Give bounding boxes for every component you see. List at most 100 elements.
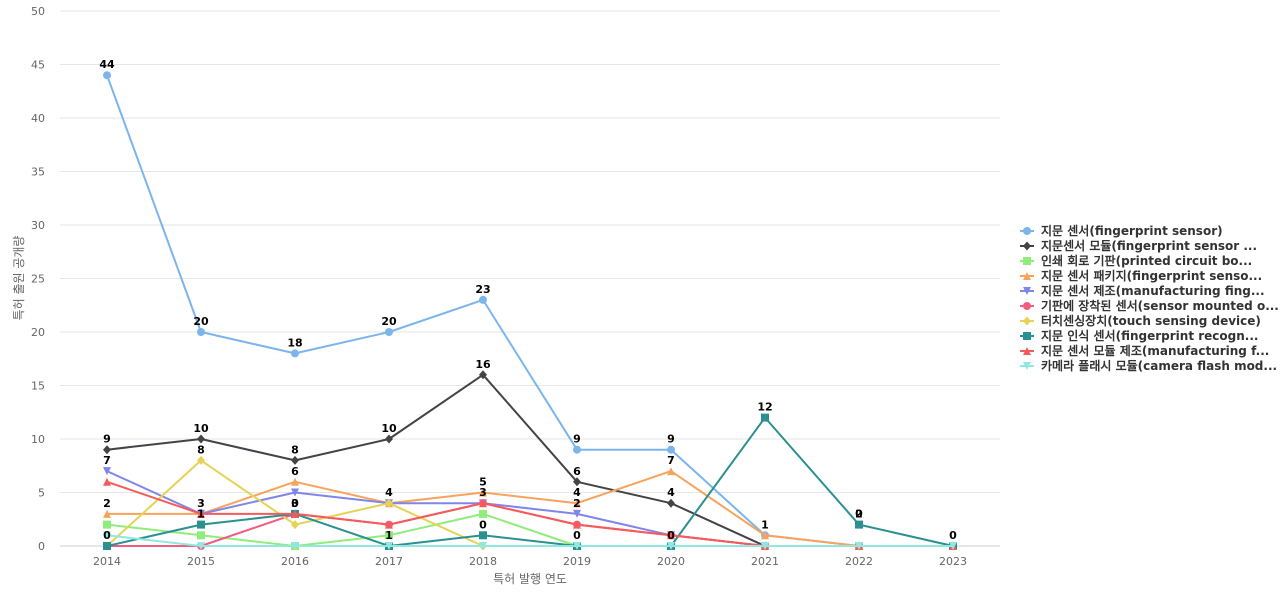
data-point — [573, 499, 581, 508]
data-point — [103, 531, 111, 540]
y-tick-label: 0 — [38, 540, 45, 553]
series-1[interactable] — [103, 71, 957, 550]
data-label: 1 — [197, 508, 205, 521]
legend-label: 지문 센서 모듈 제조(manufacturing f... — [1041, 343, 1269, 358]
data-point — [667, 467, 675, 476]
series-10[interactable] — [103, 531, 957, 550]
x-tick-label: 2021 — [751, 555, 779, 568]
y-tick-label: 15 — [31, 380, 45, 393]
legend-label: 인쇄 회로 기판(printed circuit bo... — [1041, 253, 1252, 268]
data-point — [573, 445, 581, 454]
x-tick-label: 2016 — [281, 555, 309, 568]
legend-marker — [1023, 362, 1031, 370]
x-tick-label: 2019 — [563, 555, 591, 568]
legend-marker — [1023, 272, 1031, 280]
data-label: 6 — [291, 465, 299, 478]
data-point — [385, 520, 393, 529]
data-point — [291, 542, 299, 550]
legend-item[interactable]: 인쇄 회로 기판(printed circuit bo... — [1020, 253, 1252, 268]
data-label: 9 — [103, 433, 111, 446]
data-label: 0 — [103, 529, 111, 542]
data-point — [291, 455, 299, 465]
x-tick-label: 2014 — [93, 555, 121, 568]
data-point — [197, 328, 205, 336]
y-tick-label: 45 — [31, 59, 45, 72]
data-label: 44 — [99, 58, 115, 71]
y-tick-label: 5 — [38, 487, 45, 500]
legend-label: 터치센싱장치(touch sensing device) — [1041, 313, 1261, 328]
legend-item[interactable]: 지문 센서(fingerprint sensor) — [1020, 223, 1223, 238]
data-point — [667, 542, 675, 550]
data-point — [385, 498, 393, 508]
legend-item[interactable]: 지문 센서 제조(manufacturing fing... — [1020, 283, 1265, 298]
data-label: 4 — [385, 486, 393, 499]
data-point — [479, 499, 487, 508]
series-lines — [103, 71, 957, 551]
series-2[interactable] — [103, 370, 957, 551]
data-point — [761, 413, 769, 422]
data-point — [479, 488, 487, 497]
data-point — [479, 509, 487, 518]
legend-marker — [1023, 347, 1031, 355]
y-tick-label: 25 — [31, 273, 45, 286]
data-point — [291, 349, 299, 358]
series-5[interactable] — [103, 467, 957, 550]
legend-marker — [1023, 332, 1031, 340]
data-label: 3 — [291, 497, 299, 510]
series-3[interactable] — [103, 509, 957, 550]
series-line — [106, 534, 954, 547]
data-point — [667, 445, 675, 454]
legend-item[interactable]: 지문 센서 패키지(fingerprint senso... — [1020, 268, 1262, 283]
data-point — [103, 509, 111, 518]
data-label: 12 — [757, 401, 772, 414]
data-label: 0 — [949, 529, 957, 542]
y-tick-label: 30 — [31, 219, 45, 232]
legend-item[interactable]: 지문 센서 모듈 제조(manufacturing f... — [1020, 343, 1269, 358]
legend-label: 지문 센서(fingerprint sensor) — [1041, 223, 1223, 238]
data-point — [479, 295, 487, 304]
series-line — [106, 74, 954, 547]
legend-marker — [1023, 257, 1031, 265]
data-point — [385, 328, 393, 336]
legend-item[interactable]: 지문센서 모듈(fingerprint sensor ... — [1020, 238, 1257, 253]
data-label: 23 — [475, 283, 490, 296]
data-label: 4 — [573, 486, 581, 499]
legend-marker — [1023, 227, 1031, 235]
data-label: 3 — [479, 486, 487, 499]
data-point — [855, 542, 863, 550]
data-point — [197, 520, 205, 529]
data-point — [667, 531, 675, 540]
data-label: 3 — [197, 497, 205, 510]
legend-item[interactable]: 카메라 플래시 모듈(camera flash mod... — [1020, 358, 1277, 373]
data-point — [197, 455, 205, 465]
x-tick-label: 2015 — [187, 555, 215, 568]
legend-item[interactable]: 지문 인식 센서(fingerprint recogn... — [1020, 328, 1258, 343]
data-label: 8 — [197, 443, 205, 456]
legend-label: 기판에 장착된 센서(sensor mounted o... — [1041, 298, 1279, 313]
legend[interactable]: 지문 센서(fingerprint sensor)지문센서 모듈(fingerp… — [1020, 223, 1279, 373]
data-point — [197, 509, 205, 518]
data-label: 7 — [103, 454, 111, 467]
data-label: 6 — [573, 465, 581, 478]
data-label: 0 — [479, 518, 487, 531]
grid-lines — [60, 10, 1000, 547]
data-label: 10 — [381, 422, 397, 435]
data-point — [573, 509, 581, 518]
data-label: 2 — [103, 497, 111, 510]
legend-item[interactable]: 터치센싱장치(touch sensing device) — [1020, 313, 1261, 328]
legend-label: 지문 인식 센서(fingerprint recogn... — [1041, 328, 1258, 343]
data-label: 0 — [573, 529, 581, 542]
data-label: 10 — [193, 422, 209, 435]
data-point — [103, 467, 111, 476]
data-point — [103, 542, 111, 550]
y-tick-label: 35 — [31, 166, 45, 179]
legend-item[interactable]: 기판에 장착된 센서(sensor mounted o... — [1020, 298, 1279, 313]
x-tick-label: 2017 — [375, 555, 403, 568]
series-line — [106, 480, 954, 547]
data-label: 9 — [573, 433, 581, 446]
x-tick-label: 2023 — [939, 555, 967, 568]
data-point — [385, 434, 393, 444]
data-label: 9 — [667, 433, 675, 446]
data-point — [761, 542, 769, 550]
data-point — [103, 477, 111, 486]
